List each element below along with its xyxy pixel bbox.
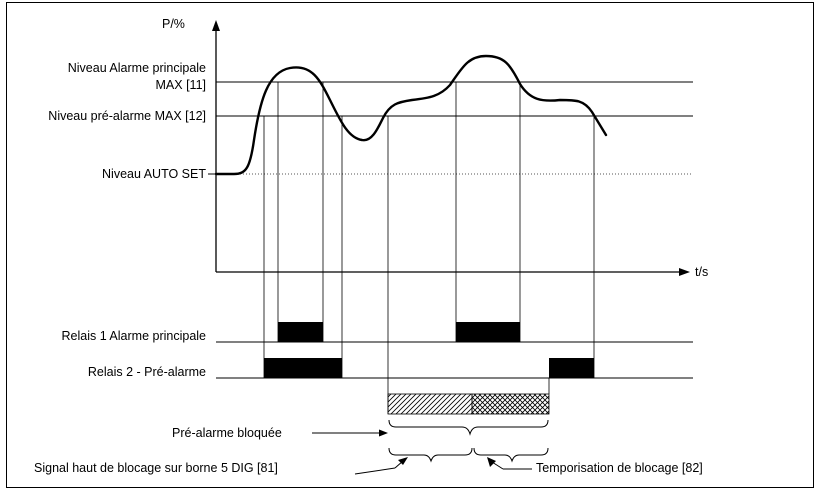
pre-alarm-blocked-arrow (379, 429, 388, 437)
y-axis-label: P/% (162, 17, 185, 31)
auto-set-level-label: Niveau AUTO SET (102, 167, 206, 181)
signal-high-label: Signal haut de blocage sur borne 5 DIG [… (34, 461, 278, 475)
signal-curve (214, 54, 608, 176)
blocking-delay-bar (471, 393, 550, 415)
pre-alarm-level-label: Niveau pré-alarme MAX [12] (48, 109, 206, 123)
relay2-on-pulse (549, 358, 594, 378)
pre-alarm-blocked-brace (388, 419, 549, 436)
alarm-main-level-label-2: MAX [11] (156, 78, 206, 92)
delay-brace (473, 447, 549, 463)
relay1-on-pulse (456, 322, 520, 342)
relay2-label: Relais 2 - Pré-alarme (88, 365, 206, 379)
relay1-on-pulse (278, 322, 323, 342)
y-axis-arrow (212, 20, 220, 31)
relay1-label: Relais 1 Alarme principale (61, 329, 206, 343)
signal-high-brace (388, 447, 473, 463)
delay-arrow (487, 457, 496, 467)
signal-high-leader (354, 467, 396, 475)
pre-alarm-blocked-label: Pré-alarme bloquée (172, 426, 282, 440)
signal-high-arrow (398, 457, 408, 465)
alarm-main-level-label-1: Niveau Alarme principale (68, 61, 206, 75)
x-axis-arrow (679, 268, 690, 276)
relay2-on-pulse (264, 358, 342, 378)
delay-label: Temporisation de blocage [82] (536, 461, 703, 475)
blocking-signal-bar (387, 393, 473, 415)
x-axis-label: t/s (695, 265, 708, 279)
